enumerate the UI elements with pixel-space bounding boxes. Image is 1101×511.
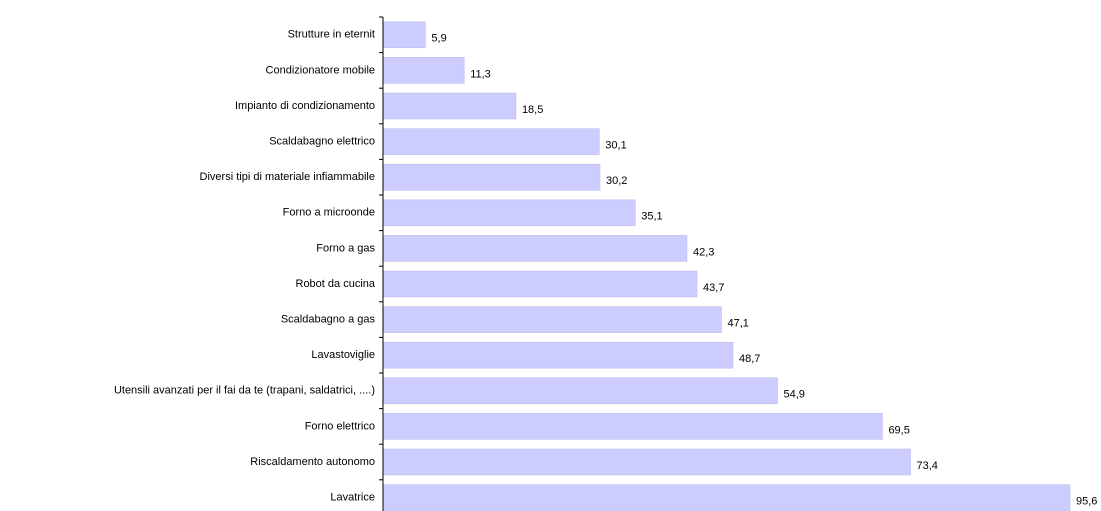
category-label: Strutture in eternit (288, 29, 375, 41)
bar (382, 235, 688, 262)
bar (382, 92, 517, 120)
bar (382, 57, 465, 84)
category-label: Utensili avanzati per il fai da te (trap… (114, 385, 375, 397)
bar (382, 377, 778, 405)
value-label: 95,6 (1076, 496, 1097, 508)
bar (382, 341, 734, 369)
bar (382, 448, 911, 476)
value-label: 48,7 (739, 353, 760, 365)
category-label: Riscaldamento autonomo (250, 456, 375, 468)
category-label: Forno elettrico (305, 420, 375, 432)
value-label: 47,1 (727, 318, 748, 330)
bar (382, 413, 883, 440)
value-label: 18,5 (522, 104, 543, 116)
value-label: 54,9 (784, 389, 805, 401)
value-label: 73,4 (916, 460, 937, 472)
bar (382, 199, 636, 227)
value-label: 42,3 (693, 246, 714, 258)
value-label: 69,5 (888, 424, 909, 436)
value-label: 11,3 (470, 68, 491, 80)
category-label: Diversi tipi di materiale infiammabile (200, 171, 375, 183)
bar (382, 163, 601, 191)
value-label: 35,1 (641, 211, 662, 223)
category-label: Condizionatore mobile (266, 64, 375, 76)
category-label: Impianto di condizionamento (235, 100, 375, 112)
category-label: Scaldabagno elettrico (269, 136, 375, 148)
value-label: 5,9 (431, 33, 446, 45)
category-label: Scaldabagno a gas (281, 314, 376, 326)
category-label: Lavatrice (330, 492, 375, 504)
value-label: 43,7 (703, 282, 724, 294)
category-label: Forno a microonde (283, 207, 375, 219)
category-label: Robot da cucina (296, 278, 376, 290)
value-label: 30,2 (606, 175, 627, 187)
category-label: Lavastoviglie (311, 349, 375, 361)
bar (382, 306, 722, 333)
category-label: Forno a gas (316, 242, 375, 254)
bar (382, 484, 1071, 511)
bar (382, 21, 426, 49)
value-label: 30,1 (605, 140, 626, 152)
bar (382, 270, 698, 298)
bar (382, 128, 600, 155)
